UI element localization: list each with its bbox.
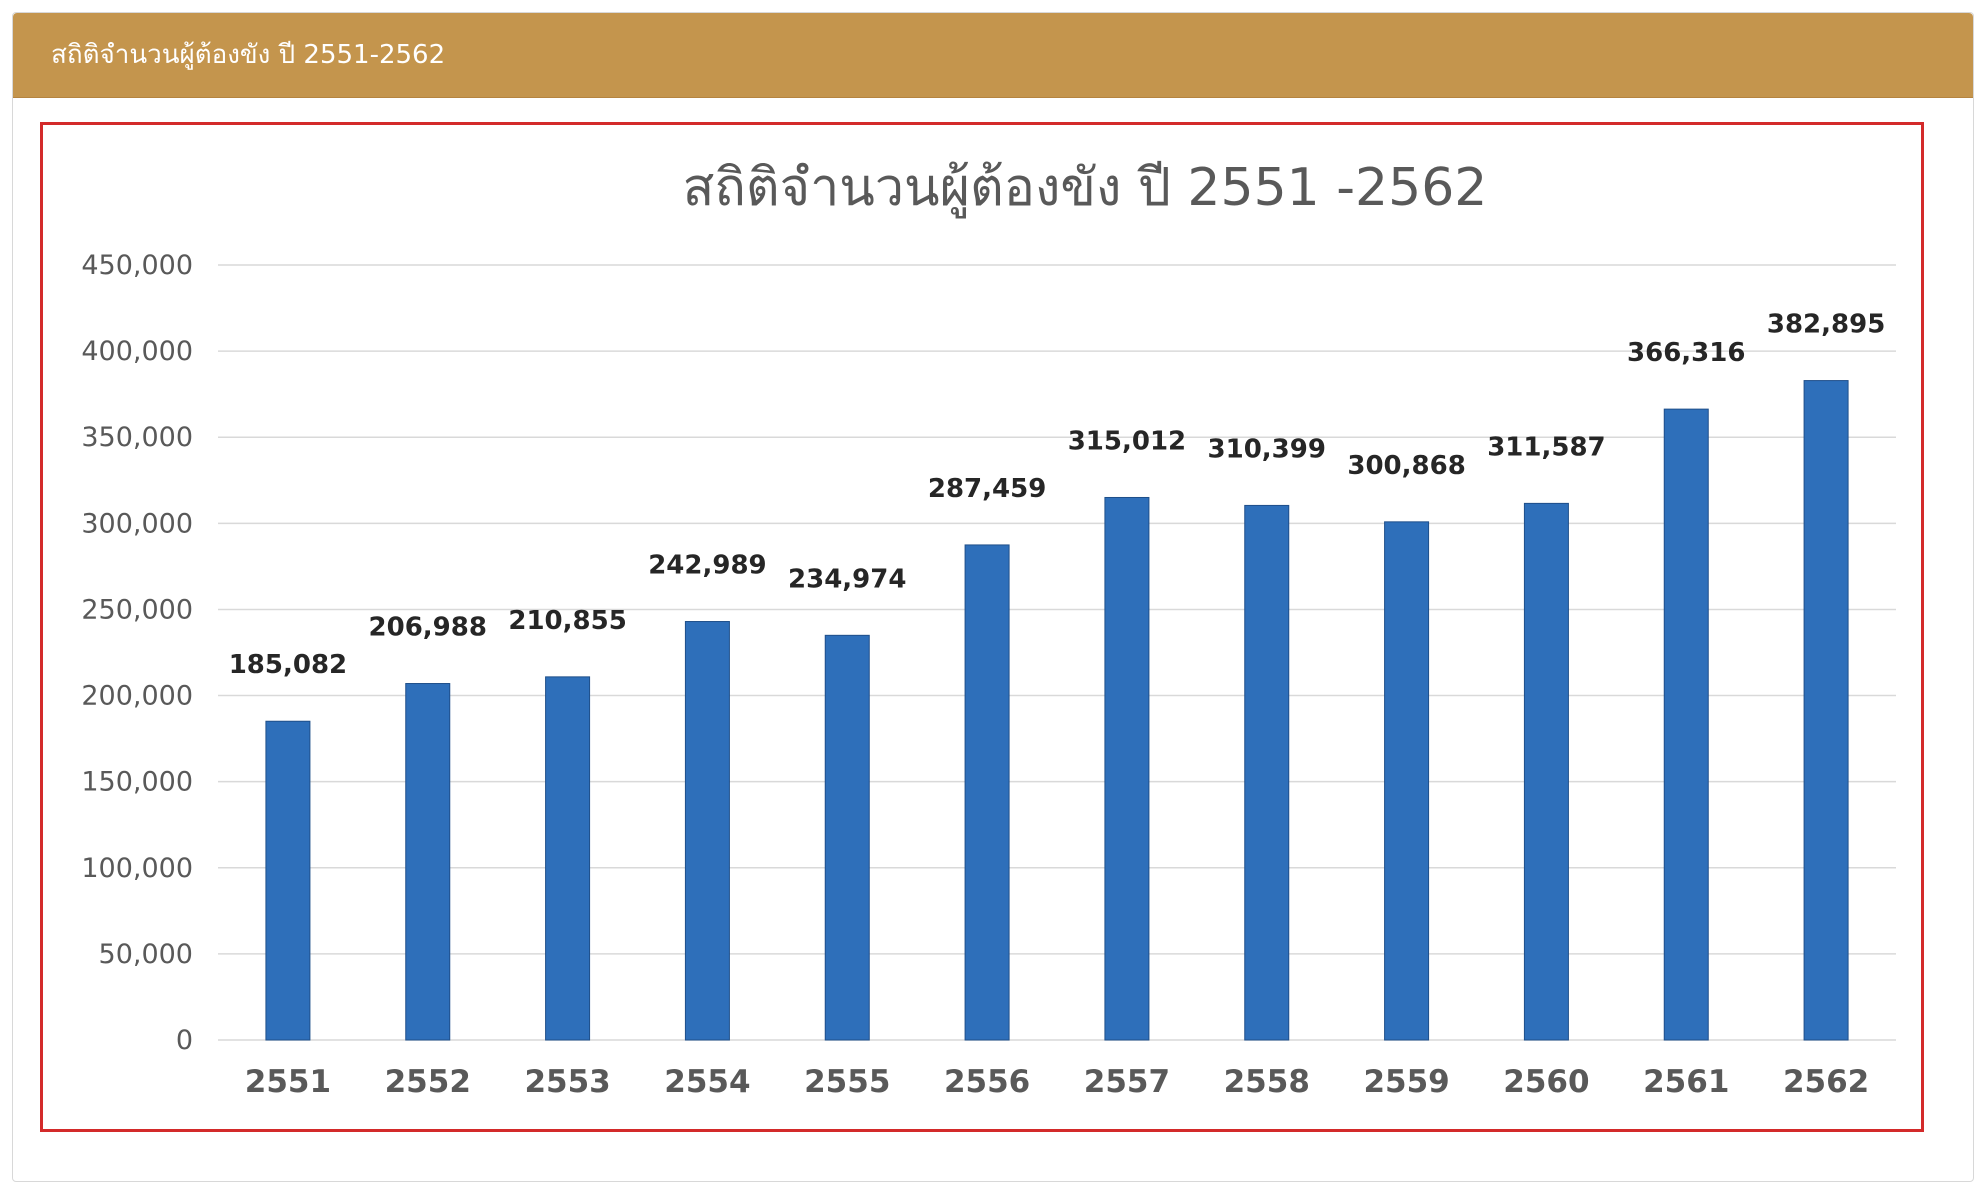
data-label: 287,459 bbox=[928, 474, 1046, 504]
x-tick-label: 2558 bbox=[1224, 1064, 1310, 1100]
bar bbox=[824, 634, 870, 1041]
bar bbox=[1663, 408, 1709, 1041]
data-label: 366,316 bbox=[1627, 338, 1745, 368]
chart-frame: สถิติจำนวนผู้ต้องขัง ปี 2551 -2562 0 50,0… bbox=[40, 122, 1924, 1132]
bar bbox=[1523, 502, 1569, 1041]
y-tick-label: 100,000 bbox=[81, 853, 193, 884]
data-label: 315,012 bbox=[1068, 426, 1186, 456]
x-tick-label: 2552 bbox=[385, 1064, 471, 1100]
y-tick-label: 450,000 bbox=[81, 250, 193, 281]
x-tick-label: 2559 bbox=[1363, 1064, 1449, 1100]
gridlines bbox=[218, 264, 1896, 1041]
data-label: 206,988 bbox=[369, 613, 487, 643]
y-tick-label: 300,000 bbox=[81, 508, 193, 539]
data-label: 185,082 bbox=[229, 650, 347, 680]
bar bbox=[1384, 521, 1430, 1041]
data-label: 310,399 bbox=[1208, 434, 1326, 464]
data-label: 300,868 bbox=[1347, 451, 1465, 481]
data-label: 311,587 bbox=[1487, 432, 1605, 462]
bar bbox=[1104, 496, 1150, 1041]
data-labels: 185,082 206,988 210,855 242,989 234,974 287,4… bbox=[229, 310, 1886, 681]
bar bbox=[545, 676, 591, 1041]
bar bbox=[964, 544, 1010, 1041]
x-tick-label: 2561 bbox=[1643, 1064, 1729, 1100]
x-tick-label: 2555 bbox=[804, 1064, 890, 1100]
data-label: 210,855 bbox=[508, 606, 626, 636]
y-tick-label: 250,000 bbox=[81, 594, 193, 625]
x-tick-label: 2562 bbox=[1783, 1064, 1869, 1100]
bar-chart: สถิติจำนวนผู้ต้องขัง ปี 2551 -2562 0 50,0… bbox=[81, 158, 1896, 1100]
bar bbox=[684, 621, 730, 1041]
x-tick-label: 2554 bbox=[664, 1064, 750, 1100]
x-tick-label: 2560 bbox=[1503, 1064, 1589, 1100]
bar bbox=[1244, 504, 1290, 1041]
x-tick-label: 2551 bbox=[245, 1064, 331, 1100]
x-tick-label: 2557 bbox=[1084, 1064, 1170, 1100]
panel-header: สถิติจำนวนผู้ต้องขัง ปี 2551-2562 bbox=[13, 13, 1973, 98]
data-label: 234,974 bbox=[788, 564, 906, 594]
y-axis-ticks: 0 50,000 100,000 150,000 200,000 250,000 300,0… bbox=[81, 250, 193, 1056]
bar bbox=[405, 683, 451, 1041]
bar bbox=[265, 720, 311, 1041]
chart-title: สถิติจำนวนผู้ต้องขัง ปี 2551 -2562 bbox=[683, 158, 1488, 219]
panel-title: สถิติจำนวนผู้ต้องขัง ปี 2551-2562 bbox=[51, 40, 446, 70]
data-label: 242,989 bbox=[648, 551, 766, 581]
y-tick-label: 50,000 bbox=[99, 939, 193, 970]
bar bbox=[1803, 380, 1849, 1041]
bars bbox=[265, 380, 1849, 1041]
data-label: 382,895 bbox=[1767, 310, 1885, 340]
y-tick-label: 0 bbox=[176, 1025, 193, 1056]
y-tick-label: 150,000 bbox=[81, 767, 193, 798]
x-tick-label: 2553 bbox=[524, 1064, 610, 1100]
x-tick-label: 2556 bbox=[944, 1064, 1030, 1100]
y-tick-label: 200,000 bbox=[81, 681, 193, 712]
y-tick-label: 400,000 bbox=[81, 336, 193, 367]
y-tick-label: 350,000 bbox=[81, 422, 193, 453]
x-axis-ticks: 2551 2552 2553 2554 2555 2556 2557 2558 2559 2560… bbox=[245, 1064, 1869, 1100]
